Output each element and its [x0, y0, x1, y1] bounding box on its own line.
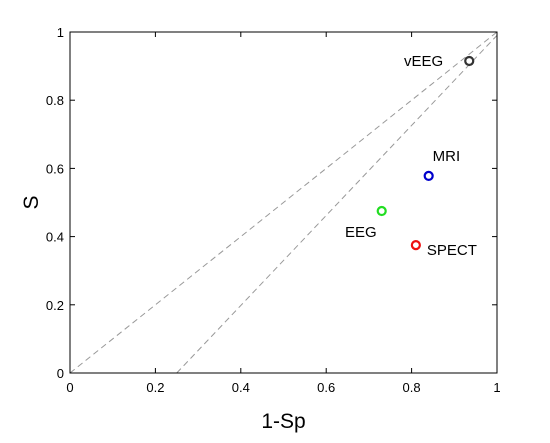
point-label-mri: MRI	[433, 148, 461, 165]
point-spect	[410, 240, 421, 251]
y-tick-label: 0	[57, 366, 64, 381]
y-tick-label: 1	[57, 25, 64, 40]
x-tick-label: 0.2	[146, 380, 164, 395]
reference-line-2	[176, 35, 497, 373]
point-veeg	[464, 55, 475, 67]
plot-frame	[69, 31, 498, 374]
point-label-veeg: vEEG	[404, 53, 443, 70]
data-points: vEEG MRI EEG SPECT	[345, 53, 477, 259]
reference-lines	[70, 32, 497, 373]
x-tick-label: 0.4	[232, 380, 250, 395]
point-label-eeg: EEG	[345, 224, 377, 241]
y-tick-label: 0.8	[46, 93, 64, 108]
reference-line-1	[70, 32, 497, 373]
point-mri	[423, 170, 434, 182]
x-tick-label: 0	[66, 380, 73, 395]
x-tick-label: 0.6	[317, 380, 335, 395]
y-tick-label: 0.6	[46, 161, 64, 176]
y-tick-label: 0.2	[46, 298, 64, 313]
x-axis-ticks: 0 0.2 0.4 0.6 0.8 1	[66, 32, 501, 395]
y-tick-label: 0.4	[46, 230, 64, 245]
y-axis-ticks: 0 0.2 0.4 0.6 0.8 1	[46, 25, 497, 381]
x-axis-title: 1-Sp	[261, 410, 305, 433]
y-axis-title: S	[20, 195, 43, 209]
x-tick-label: 0.8	[403, 380, 421, 395]
plot-border	[69, 31, 498, 374]
x-tick-label: 1	[493, 380, 500, 395]
point-label-spect: SPECT	[427, 242, 477, 259]
point-eeg	[376, 205, 387, 217]
